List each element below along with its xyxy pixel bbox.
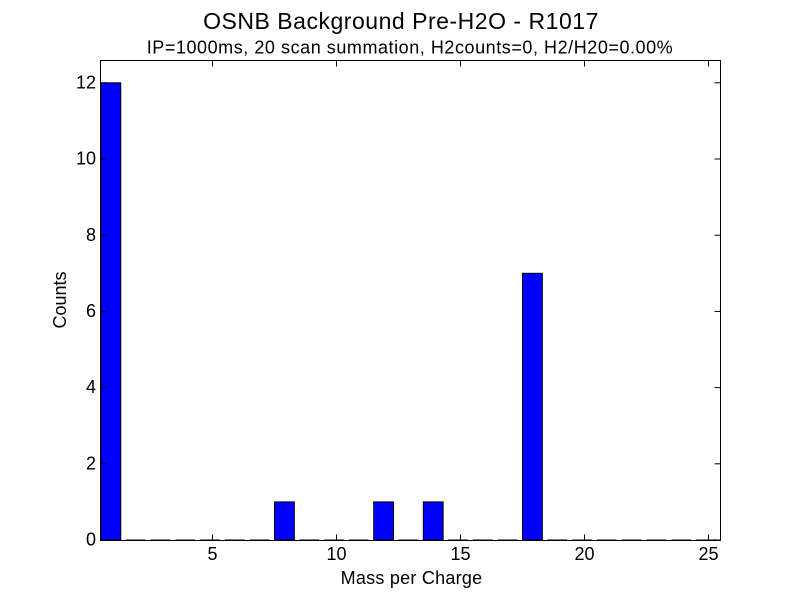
svg-text:4: 4 xyxy=(86,377,96,397)
svg-text:15: 15 xyxy=(450,544,470,564)
svg-text:20: 20 xyxy=(574,544,594,564)
svg-text:5: 5 xyxy=(207,544,217,564)
svg-text:6: 6 xyxy=(86,301,96,321)
svg-text:0: 0 xyxy=(86,530,96,550)
svg-text:10: 10 xyxy=(76,149,96,169)
svg-text:OSNB Background Pre-H2O - R101: OSNB Background Pre-H2O - R1017 xyxy=(203,8,599,34)
svg-text:12: 12 xyxy=(76,72,96,92)
svg-text:10: 10 xyxy=(326,544,346,564)
svg-text:8: 8 xyxy=(86,225,96,245)
svg-text:25: 25 xyxy=(698,544,718,564)
svg-text:Counts: Counts xyxy=(50,271,70,328)
svg-text:2: 2 xyxy=(86,453,96,473)
svg-text:IP=1000ms, 20 scan summation,: IP=1000ms, 20 scan summation, H2counts=0… xyxy=(147,37,673,57)
svg-text:Mass per Charge: Mass per Charge xyxy=(341,568,483,588)
